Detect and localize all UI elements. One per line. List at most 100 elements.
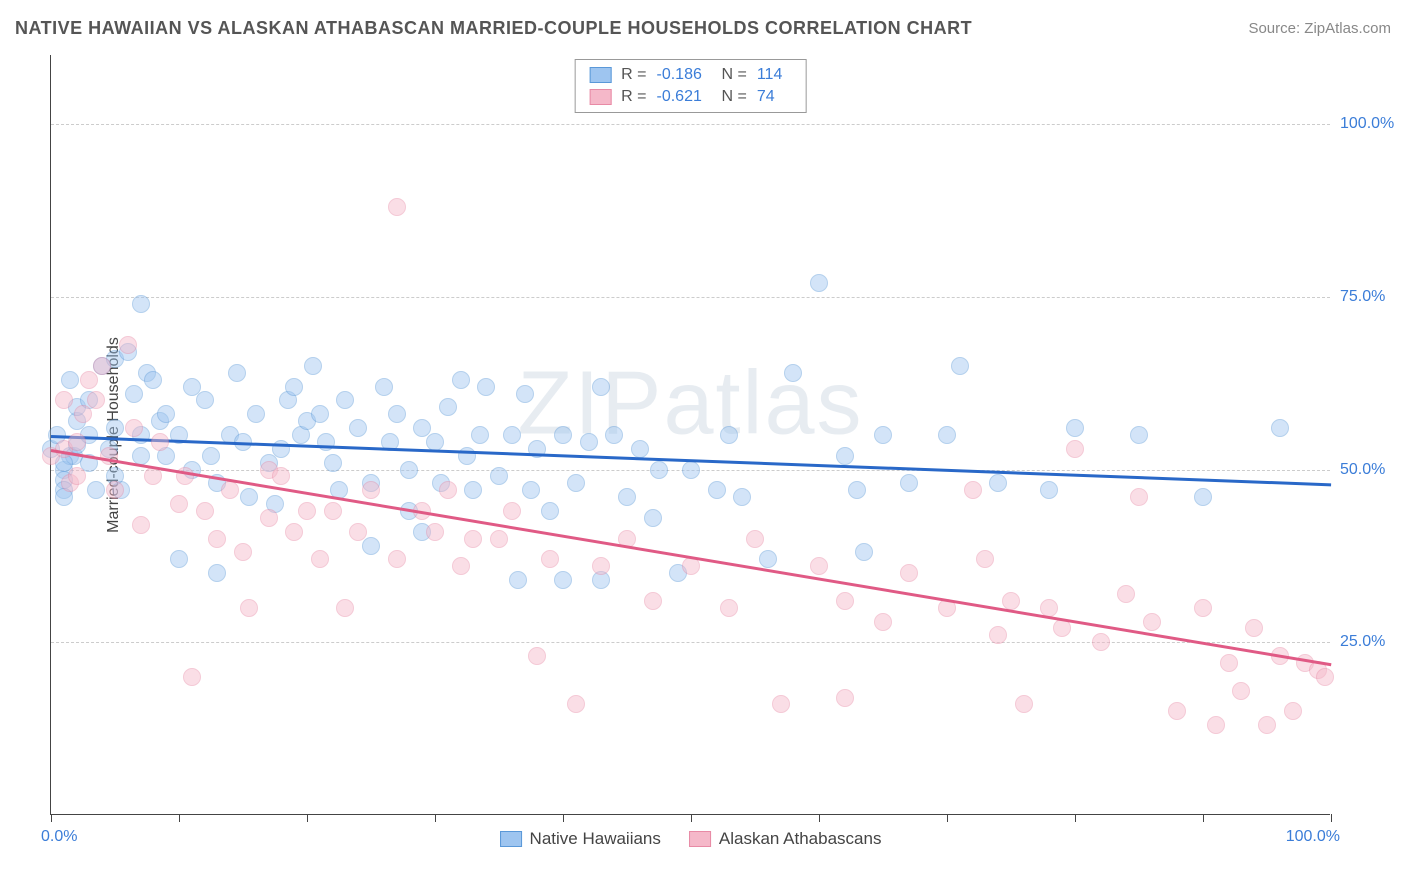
scatter-point: [720, 599, 738, 617]
stats-row: R =-0.621N =74: [589, 86, 792, 108]
scatter-point: [458, 447, 476, 465]
scatter-point: [1143, 613, 1161, 631]
scatter-point: [964, 481, 982, 499]
scatter-point: [1015, 695, 1033, 713]
scatter-point: [298, 502, 316, 520]
scatter-point: [772, 695, 790, 713]
scatter-point: [61, 371, 79, 389]
x-tick: [947, 814, 948, 822]
scatter-point: [170, 550, 188, 568]
x-tick: [179, 814, 180, 822]
x-axis-max-label: 100.0%: [1286, 828, 1340, 846]
y-tick-label: 25.0%: [1340, 633, 1400, 651]
scatter-point: [208, 530, 226, 548]
scatter-point: [362, 481, 380, 499]
x-tick: [435, 814, 436, 822]
scatter-point: [202, 447, 220, 465]
scatter-point: [55, 391, 73, 409]
r-label: R =: [621, 66, 646, 84]
scatter-point: [132, 516, 150, 534]
scatter-point: [375, 378, 393, 396]
scatter-point: [1092, 633, 1110, 651]
x-axis-min-label: 0.0%: [41, 828, 77, 846]
scatter-point: [170, 495, 188, 513]
scatter-point: [976, 550, 994, 568]
gridline: [51, 642, 1330, 643]
scatter-point: [522, 481, 540, 499]
scatter-point: [503, 426, 521, 444]
scatter-point: [490, 467, 508, 485]
scatter-point: [989, 474, 1007, 492]
legend-swatch: [589, 67, 611, 83]
scatter-point: [1284, 702, 1302, 720]
scatter-point: [452, 557, 470, 575]
scatter-point: [1220, 654, 1238, 672]
scatter-point: [650, 461, 668, 479]
scatter-point: [810, 557, 828, 575]
scatter-point: [900, 564, 918, 582]
scatter-point: [836, 592, 854, 610]
x-tick: [1203, 814, 1204, 822]
scatter-point: [311, 550, 329, 568]
legend-swatch: [500, 831, 522, 847]
x-tick: [51, 814, 52, 822]
scatter-point: [490, 530, 508, 548]
scatter-point: [938, 426, 956, 444]
scatter-point: [989, 626, 1007, 644]
scatter-point: [272, 467, 290, 485]
scatter-point: [1040, 481, 1058, 499]
scatter-point: [874, 426, 892, 444]
scatter-point: [503, 502, 521, 520]
scatter-point: [733, 488, 751, 506]
scatter-point: [388, 550, 406, 568]
scatter-point: [900, 474, 918, 492]
scatter-point: [592, 378, 610, 396]
scatter-point: [874, 613, 892, 631]
legend-item: Native Hawaiians: [500, 829, 661, 849]
scatter-point: [1316, 668, 1334, 686]
scatter-point: [855, 543, 873, 561]
legend-swatch: [689, 831, 711, 847]
scatter-point: [1168, 702, 1186, 720]
chart-plot-area: Married-couple Households ZIPatlas 0.0% …: [50, 55, 1330, 815]
x-tick: [307, 814, 308, 822]
source-label: Source: ZipAtlas.com: [1248, 20, 1391, 37]
scatter-point: [1232, 682, 1250, 700]
scatter-point: [477, 378, 495, 396]
scatter-point: [349, 419, 367, 437]
n-label: N =: [722, 66, 747, 84]
scatter-point: [682, 461, 700, 479]
scatter-point: [1066, 419, 1084, 437]
scatter-point: [708, 481, 726, 499]
y-tick-label: 75.0%: [1340, 288, 1400, 306]
x-tick: [1331, 814, 1332, 822]
scatter-point: [541, 502, 559, 520]
scatter-point: [151, 433, 169, 451]
legend-item: Alaskan Athabascans: [689, 829, 882, 849]
scatter-point: [848, 481, 866, 499]
scatter-point: [234, 543, 252, 561]
scatter-point: [87, 481, 105, 499]
scatter-point: [336, 391, 354, 409]
scatter-point: [439, 481, 457, 499]
n-value: 114: [757, 66, 792, 84]
scatter-point: [541, 550, 559, 568]
scatter-point: [132, 295, 150, 313]
scatter-point: [144, 371, 162, 389]
legend-label: Alaskan Athabascans: [719, 829, 882, 849]
scatter-point: [119, 336, 137, 354]
x-tick: [563, 814, 564, 822]
scatter-point: [810, 274, 828, 292]
scatter-point: [183, 668, 201, 686]
scatter-point: [784, 364, 802, 382]
scatter-point: [439, 398, 457, 416]
scatter-point: [388, 405, 406, 423]
scatter-point: [836, 689, 854, 707]
x-tick: [1075, 814, 1076, 822]
scatter-point: [1207, 716, 1225, 734]
scatter-point: [464, 530, 482, 548]
scatter-point: [388, 198, 406, 216]
y-tick-label: 100.0%: [1340, 115, 1400, 133]
scatter-point: [80, 371, 98, 389]
scatter-point: [125, 385, 143, 403]
